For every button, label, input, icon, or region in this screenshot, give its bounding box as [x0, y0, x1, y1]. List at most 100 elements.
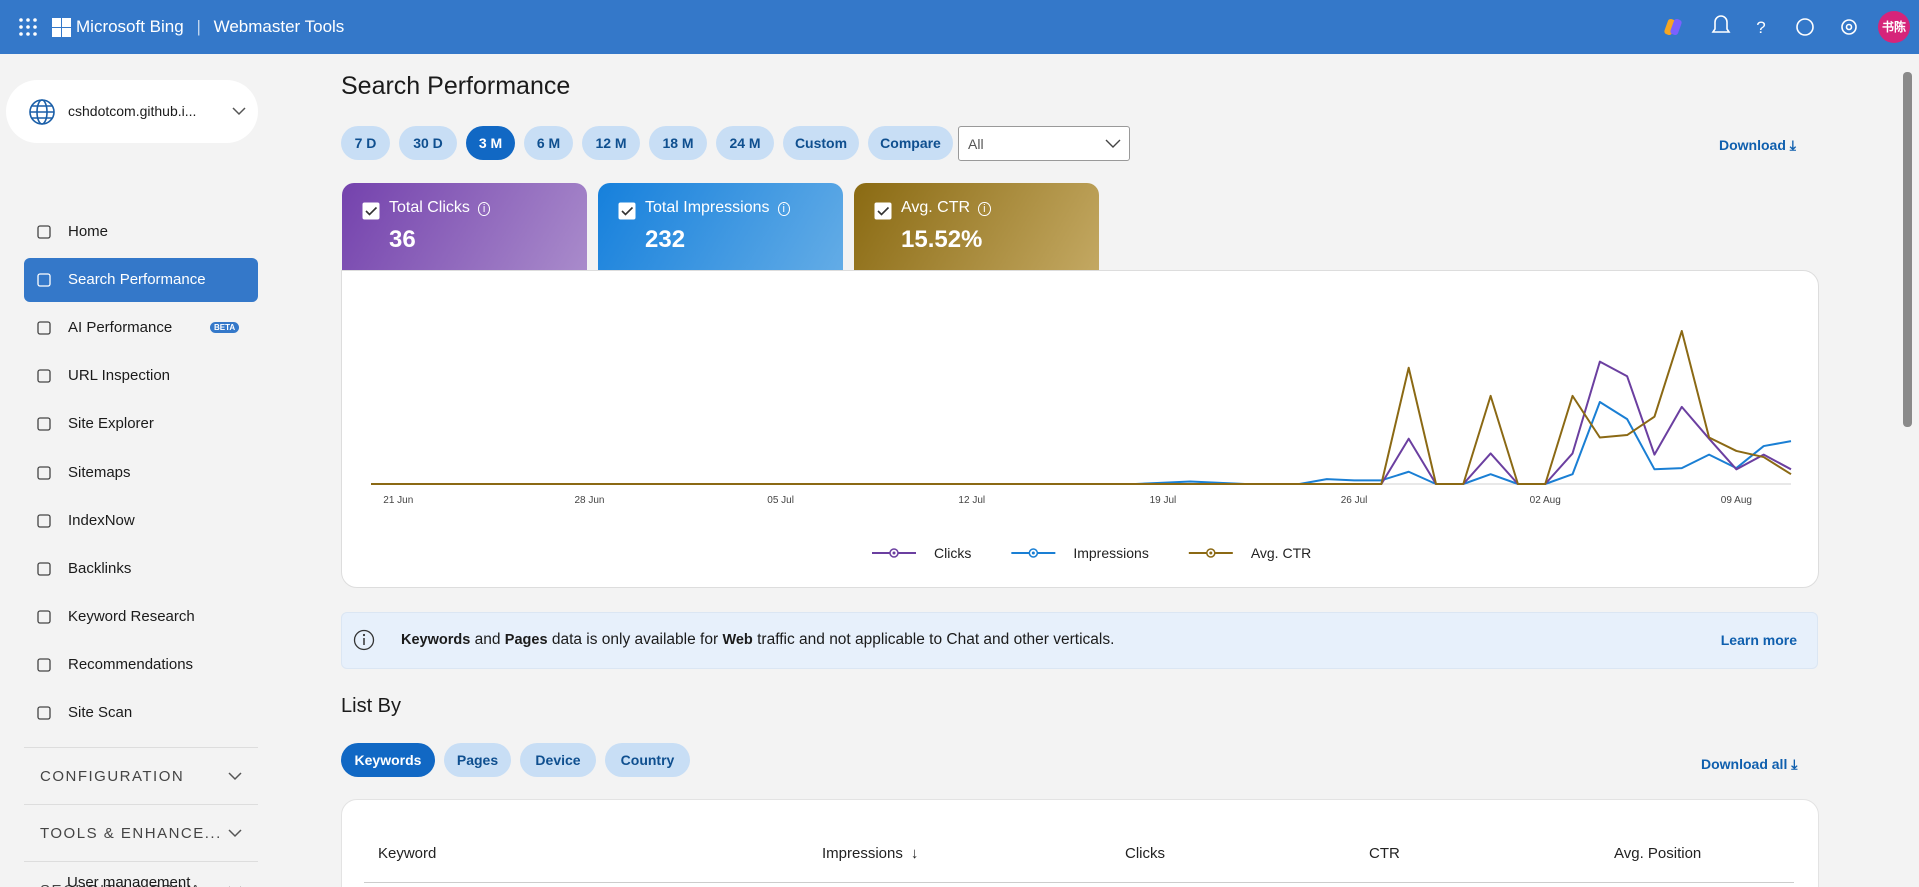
metric-label: Total Impressions i — [645, 199, 790, 217]
metric-card[interactable]: Avg. CTR i 15.52% — [854, 183, 1099, 270]
checkbox-box — [874, 202, 892, 220]
app-launcher[interactable] — [18, 17, 38, 37]
checkmark — [621, 206, 634, 216]
download-all-label: Download all — [1701, 756, 1788, 772]
download-link[interactable]: Download ⤓ — [1719, 137, 1796, 153]
icon-shape — [37, 225, 51, 239]
pill[interactable]: 3 M — [466, 126, 515, 160]
table-header[interactable]: CTR — [1369, 845, 1400, 862]
notice-emphasis: Keywords — [401, 632, 471, 648]
notice-part: data is only available for — [547, 631, 723, 648]
nav-item[interactable]: AI Performance BETA — [24, 306, 258, 350]
site-selector[interactable]: cshdotcom.github.i... — [6, 80, 258, 143]
section-label: TOOLS & ENHANCE... — [40, 825, 222, 842]
nav-item[interactable]: Recommendations — [24, 643, 258, 687]
series-line — [371, 400, 1792, 485]
table-header[interactable]: Impressions ↓ — [822, 845, 919, 862]
metric-value: 232 — [645, 226, 686, 253]
sidebar: cshdotcom.github.i... Home Search Perform… — [0, 54, 270, 887]
icon-shape — [37, 465, 51, 480]
checkbox[interactable] — [618, 202, 636, 220]
pill[interactable]: 30 D — [399, 126, 457, 160]
pill[interactable]: Pages — [444, 743, 511, 777]
x-tick-label: 19 Jul — [1150, 495, 1177, 506]
section-header[interactable]: CONFIGURATION — [24, 747, 258, 804]
nav-item[interactable]: Search Performance — [24, 258, 258, 303]
scrollbar[interactable] — [1903, 72, 1912, 427]
avatar[interactable]: 书陈 — [1878, 11, 1910, 43]
pill[interactable]: Device — [520, 743, 596, 777]
x-tick-label: 28 Jun — [574, 495, 604, 506]
settings[interactable] — [1841, 19, 1857, 35]
x-tick-label: 21 Jun — [383, 495, 413, 506]
brand-name: Microsoft Bing — [76, 17, 184, 36]
nav-item[interactable]: Sitemaps — [24, 451, 258, 495]
metric-label: Total Clicks i — [389, 199, 491, 217]
section-header[interactable]: SECURITY & PRIVA... — [24, 861, 258, 887]
legend-label: Impressions — [1073, 545, 1148, 561]
icon-shape — [37, 321, 51, 335]
nav-icon — [37, 273, 51, 287]
sort-icon: ↓ — [910, 845, 919, 862]
nav-item[interactable]: URL Inspection — [24, 354, 258, 398]
pill[interactable]: Custom — [783, 126, 859, 160]
filter-dropdown[interactable]: All — [958, 126, 1130, 161]
x-tick-label: 12 Jul — [958, 495, 985, 506]
pill[interactable]: 6 M — [524, 126, 573, 160]
globe-icon — [29, 99, 55, 125]
table-header[interactable]: Avg. Position — [1614, 845, 1702, 862]
chevron-path — [228, 829, 242, 838]
nav-item[interactable]: Site Scan — [24, 691, 258, 735]
nav-label: Keyword Research — [68, 607, 195, 625]
nav-item[interactable]: Keyword Research — [24, 595, 258, 639]
metric-card[interactable]: Total Impressions i 232 — [598, 183, 843, 270]
copilot-icon[interactable] — [1664, 18, 1683, 36]
metric-label: Avg. CTR i — [901, 199, 991, 217]
notice: Keywords and Pages data is only availabl… — [341, 612, 1818, 669]
pill[interactable]: 24 M — [716, 126, 774, 160]
help[interactable]: ? — [1756, 18, 1765, 37]
nav-label: User management — [67, 874, 191, 887]
download-all[interactable]: Download all ⤓ — [1701, 756, 1798, 772]
pill[interactable]: Keywords — [341, 743, 435, 777]
pill[interactable]: 12 M — [582, 126, 640, 160]
notice-part: and — [470, 631, 505, 648]
pill[interactable]: 18 M — [649, 126, 707, 160]
nav-icon — [37, 658, 51, 672]
nav-label: AI Performance — [68, 319, 173, 337]
feedback[interactable] — [1796, 18, 1814, 36]
nav-item[interactable]: Site Explorer — [24, 402, 258, 446]
pill[interactable]: Compare — [868, 126, 953, 160]
pill[interactable]: 7 D — [341, 126, 390, 160]
pill[interactable]: Country — [605, 743, 690, 777]
table-header[interactable]: Clicks — [1125, 845, 1165, 862]
filter-value: All — [968, 136, 984, 152]
chevron-path — [228, 772, 242, 781]
nav-icon — [37, 465, 51, 480]
notifications[interactable] — [1711, 15, 1731, 33]
section-header[interactable]: TOOLS & ENHANCE... — [24, 804, 258, 861]
notice-emphasis: Pages — [504, 632, 548, 648]
table-header[interactable]: Keyword — [378, 845, 437, 862]
site-name: cshdotcom.github.i... — [68, 103, 197, 119]
metric-value: 36 — [389, 226, 416, 253]
nav-item[interactable]: IndexNow — [24, 499, 258, 543]
nav-item[interactable]: User management — [36, 874, 190, 887]
checkbox[interactable] — [362, 202, 380, 220]
checkbox[interactable] — [874, 202, 892, 220]
nav-item[interactable]: Backlinks — [24, 547, 258, 591]
nav-label: Sitemaps — [68, 463, 131, 481]
nav-item[interactable]: Home — [24, 210, 258, 254]
nav-icon — [37, 369, 51, 383]
info-icon: i — [777, 202, 790, 216]
nav-icon — [37, 417, 51, 432]
icon-shape — [37, 513, 51, 528]
x-tick-label: 09 Aug — [1721, 495, 1752, 506]
metric-card[interactable]: Total Clicks i 36 — [342, 183, 587, 270]
series-line — [371, 360, 1792, 485]
learn-more[interactable]: Learn more — [1720, 632, 1797, 648]
nav-icon — [37, 225, 51, 239]
icon-shape — [37, 417, 51, 432]
chevron — [228, 772, 242, 781]
